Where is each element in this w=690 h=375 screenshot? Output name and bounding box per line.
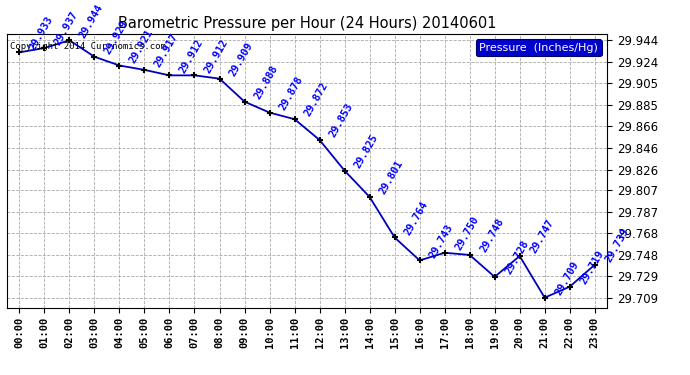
Text: 29.825: 29.825 <box>353 132 380 170</box>
Text: 29.728: 29.728 <box>503 238 531 276</box>
Text: 29.912: 29.912 <box>203 37 230 75</box>
Text: 29.719: 29.719 <box>578 249 605 286</box>
Text: 29.739: 29.739 <box>603 226 631 264</box>
Text: 29.937: 29.937 <box>52 10 80 47</box>
Text: 29.801: 29.801 <box>378 159 405 196</box>
Text: 29.764: 29.764 <box>403 199 431 237</box>
Text: 29.750: 29.750 <box>453 214 480 252</box>
Text: 29.878: 29.878 <box>278 74 305 112</box>
Text: Copyright 2014 Currnomics.com: Copyright 2014 Currnomics.com <box>10 42 166 51</box>
Text: 29.743: 29.743 <box>428 222 455 260</box>
Text: 29.917: 29.917 <box>152 32 180 69</box>
Legend: Pressure  (Inches/Hg): Pressure (Inches/Hg) <box>476 39 602 56</box>
Text: 29.921: 29.921 <box>128 27 155 65</box>
Text: 29.912: 29.912 <box>178 37 205 75</box>
Text: 29.748: 29.748 <box>478 217 505 254</box>
Text: 29.909: 29.909 <box>228 40 255 78</box>
Text: 29.933: 29.933 <box>28 14 55 52</box>
Text: 29.929: 29.929 <box>103 18 130 56</box>
Text: 29.709: 29.709 <box>553 260 580 297</box>
Text: 29.853: 29.853 <box>328 102 355 139</box>
Text: 29.747: 29.747 <box>528 218 555 255</box>
Text: 29.944: 29.944 <box>78 2 105 39</box>
Text: 29.872: 29.872 <box>303 81 331 118</box>
Title: Barometric Pressure per Hour (24 Hours) 20140601: Barometric Pressure per Hour (24 Hours) … <box>118 16 496 31</box>
Text: 29.888: 29.888 <box>253 63 280 101</box>
